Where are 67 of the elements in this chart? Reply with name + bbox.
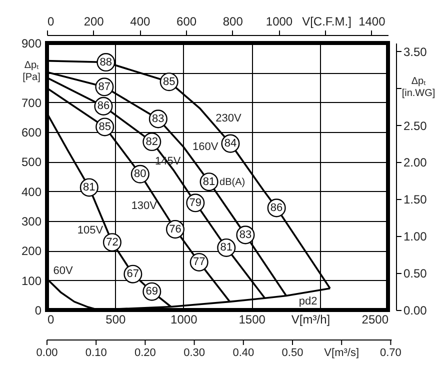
y2-tick-label: 2.00 xyxy=(404,156,428,170)
annotation: 85 xyxy=(98,120,111,133)
x2-axis-title: V[C.F.M.] xyxy=(302,14,352,28)
text: 0.00 xyxy=(36,347,58,359)
annotation: 82 xyxy=(146,136,158,148)
annotation: 86 xyxy=(270,202,283,214)
series-label: 60V xyxy=(53,264,74,277)
annotation: 84 xyxy=(224,138,237,150)
annotation: 81 xyxy=(220,242,232,254)
annotation: 83 xyxy=(239,228,252,241)
text: V[m³/s] xyxy=(324,347,360,359)
x-tick-label: 1500 xyxy=(238,312,266,326)
series-label: 105V xyxy=(77,224,104,236)
annotation: 81 xyxy=(83,181,96,194)
text: 0.20 xyxy=(134,347,156,359)
annotation: 69 xyxy=(146,286,158,298)
series-label: 230V xyxy=(216,112,242,125)
y-tick-label: 200 xyxy=(21,244,42,258)
annotation: 86 xyxy=(97,100,110,112)
y2-tick-label: 0.00 xyxy=(404,304,428,318)
x2-tick-label: 1000 xyxy=(266,14,293,28)
annotation: 67 xyxy=(126,268,140,280)
annotation: dB(A) xyxy=(220,177,246,188)
x-tick-label: 1000 xyxy=(170,312,198,326)
y-tick-label: 300 xyxy=(21,214,42,228)
text: 0.40 xyxy=(232,347,254,359)
series-label: pd2 xyxy=(298,295,318,308)
text: 0.50 xyxy=(282,347,304,359)
annotation: 87 xyxy=(98,80,111,93)
y-tick-label: 700 xyxy=(21,96,42,110)
annotation: 81 xyxy=(202,176,216,188)
x2-tick-label: 0 xyxy=(48,14,54,28)
x-tick-label: 2500 xyxy=(362,312,389,326)
text: 0.10 xyxy=(85,347,107,359)
y-tick-label: 900 xyxy=(21,36,42,50)
y2-tick-label: 1.50 xyxy=(404,192,428,207)
annotation: 80 xyxy=(134,168,146,180)
annotation: 85 xyxy=(162,76,176,88)
y-tick-label: 100 xyxy=(21,274,42,288)
y2-tick-label: 1.00 xyxy=(404,230,428,244)
y-tick-label: 600 xyxy=(21,126,42,140)
x2-tick-label: 800 xyxy=(222,14,244,28)
annotation: 79 xyxy=(189,196,202,209)
series-label: 130V xyxy=(131,200,158,212)
y-axis-title: Δpₜ [Pa] xyxy=(22,60,41,84)
series-label: 160V xyxy=(192,140,219,153)
text: 0.30 xyxy=(184,347,206,359)
y2-axis-title: Δpₜ [in.WG] xyxy=(402,76,436,99)
x-tick-label: 500 xyxy=(106,312,126,326)
y-tick-label: 400 xyxy=(21,184,42,199)
y-tick-label: 0 xyxy=(34,304,42,318)
x-tick-label: 0 xyxy=(48,312,54,326)
annotation: 76 xyxy=(169,223,182,236)
y2-tick-label: 0.50 xyxy=(404,266,428,281)
x2-tick-label: 1400 xyxy=(358,14,386,28)
y2-tick-label: 3.50 xyxy=(404,44,428,59)
x2-tick-label: 400 xyxy=(130,14,151,28)
annotation: 77 xyxy=(192,256,206,268)
text: 0.70 xyxy=(380,347,402,359)
annotation: 88 xyxy=(100,56,112,68)
annotation: 72 xyxy=(106,236,118,248)
x-axis-title: V[m³/h] xyxy=(291,312,330,326)
annotation: 83 xyxy=(152,112,164,125)
y2-tick-label: 2.50 xyxy=(404,118,428,133)
y-tick-label: 500 xyxy=(21,155,42,170)
x2-tick-label: 600 xyxy=(176,14,197,28)
x2-tick-label: 200 xyxy=(84,14,104,28)
